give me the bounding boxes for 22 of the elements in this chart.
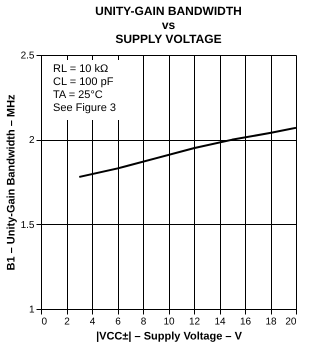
x-tick-label: 14 — [214, 316, 226, 328]
x-tick-label: 18 — [265, 316, 277, 328]
y-tick-label: 1 — [28, 304, 35, 316]
x-tick-label: 20 — [285, 316, 297, 328]
x-tick-label: 12 — [188, 316, 200, 328]
x-axis-title: |VCC±| – Supply Voltage – V — [96, 330, 243, 342]
y-tick-label: 1.5 — [20, 220, 35, 231]
x-tick-label: 6 — [115, 316, 122, 328]
annotation: See Figure 3 — [53, 102, 116, 114]
annotation: RL = 10 kΩ — [53, 63, 108, 75]
annotation: TA = 25°C — [53, 89, 103, 101]
x-tick-label: 2 — [64, 316, 70, 328]
x-tick-label: 8 — [140, 316, 147, 328]
y-tick-label: 2.5 — [20, 50, 35, 62]
x-tick-label: 16 — [240, 316, 252, 328]
y-axis-title: B1 – Unity-Gain Bandwidth – MHz — [6, 94, 18, 271]
annotation: CL = 100 pF — [53, 76, 114, 88]
y-tick-label: 2 — [28, 135, 35, 146]
chart-title: UNITY-GAIN BANDWIDTH vs SUPPLY VOLTAGE — [95, 4, 242, 46]
x-tick-label: 4 — [90, 316, 96, 328]
x-tick-label: 10 — [163, 316, 175, 328]
x-tick-label: 0 — [42, 316, 48, 328]
